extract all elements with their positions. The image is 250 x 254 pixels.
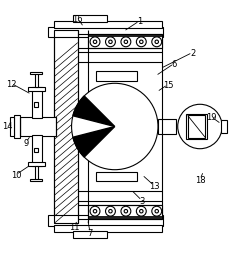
Circle shape <box>155 210 158 213</box>
Polygon shape <box>73 127 115 157</box>
Bar <box>48 28 163 38</box>
Circle shape <box>93 41 97 44</box>
Text: 1: 1 <box>137 17 142 26</box>
Circle shape <box>136 207 146 216</box>
Circle shape <box>155 41 158 44</box>
Circle shape <box>136 38 146 47</box>
Bar <box>188 116 205 138</box>
Text: 13: 13 <box>149 182 160 190</box>
Text: 6: 6 <box>171 60 177 69</box>
Circle shape <box>140 210 143 213</box>
Circle shape <box>152 207 162 216</box>
Bar <box>96 172 137 182</box>
Bar <box>10 118 14 136</box>
Bar <box>88 216 162 219</box>
Circle shape <box>106 207 116 216</box>
Bar <box>186 115 206 139</box>
Bar <box>48 215 163 226</box>
Circle shape <box>93 210 97 213</box>
Circle shape <box>90 38 100 47</box>
Text: 19: 19 <box>206 113 216 122</box>
Text: 3: 3 <box>139 196 144 205</box>
Bar <box>20 118 56 136</box>
Bar <box>35 74 38 88</box>
Text: 12: 12 <box>6 80 16 88</box>
Circle shape <box>121 38 131 47</box>
Bar <box>96 72 137 82</box>
Bar <box>73 15 107 23</box>
Bar <box>28 87 45 92</box>
Circle shape <box>178 105 222 149</box>
Circle shape <box>109 210 112 213</box>
Circle shape <box>90 207 100 216</box>
Bar <box>28 162 45 167</box>
Bar <box>88 35 162 48</box>
Bar <box>34 148 38 153</box>
Bar <box>222 120 227 134</box>
Bar <box>54 31 78 223</box>
Bar <box>54 225 162 232</box>
Circle shape <box>124 210 128 213</box>
Bar <box>30 179 42 182</box>
Circle shape <box>72 84 158 170</box>
Text: 7: 7 <box>88 228 93 237</box>
Text: 18: 18 <box>194 175 205 184</box>
Text: 14: 14 <box>2 121 12 130</box>
Circle shape <box>121 207 131 216</box>
Bar <box>88 206 162 219</box>
Text: 15: 15 <box>162 81 173 90</box>
Text: 11: 11 <box>69 222 79 231</box>
Bar <box>14 116 20 138</box>
Polygon shape <box>73 97 115 127</box>
Circle shape <box>106 38 116 47</box>
Bar <box>54 31 162 223</box>
Text: 9: 9 <box>23 138 28 148</box>
Circle shape <box>109 41 112 44</box>
Circle shape <box>140 41 143 44</box>
Bar <box>158 119 176 135</box>
Bar <box>32 135 42 166</box>
Bar <box>73 231 107 238</box>
Bar <box>35 166 38 180</box>
Text: 10: 10 <box>11 170 21 179</box>
Text: 2: 2 <box>190 49 195 58</box>
Text: 16: 16 <box>72 15 83 24</box>
Bar <box>32 88 42 119</box>
Bar <box>54 22 162 29</box>
Bar <box>88 35 162 38</box>
Circle shape <box>124 41 128 44</box>
Bar <box>30 72 42 75</box>
Circle shape <box>152 38 162 47</box>
Bar <box>34 103 38 107</box>
